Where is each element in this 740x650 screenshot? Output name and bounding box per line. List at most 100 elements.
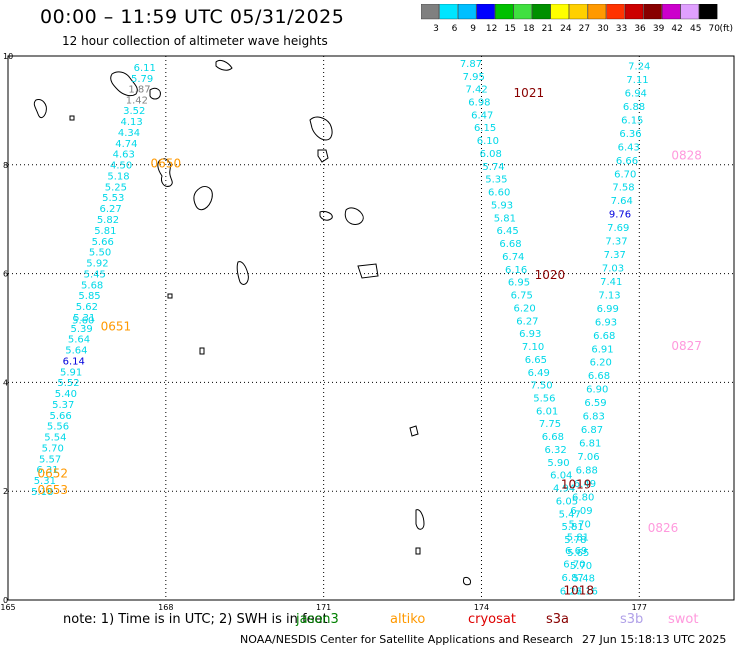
colorbar-swatch [661,4,681,20]
wave-height-label: 5.90 [547,458,569,469]
wave-height-label: 4.34 [118,128,140,139]
wave-height-label: 6.83 [583,412,605,423]
grid-lines [8,56,734,600]
wave-height-label: 4.94 [553,484,575,495]
island-outline [157,158,173,187]
colorbar-tick-label: 9 [470,24,476,34]
wave-height-label: 5.70 [570,561,592,572]
wave-height-label: 6.36 [619,129,641,140]
wave-height-label: 7.75 [539,419,561,430]
x-tick-label: 171 [316,603,331,612]
wave-height-label: 6.70 [563,560,585,571]
island-outline [317,149,329,163]
wave-height-label: 5.70 [569,519,591,530]
wave-height-label: 6.80 [572,492,594,503]
note-line: note: 1) Time is in UTC; 2) SWH is in fe… [0,612,740,630]
wave-height-labels: 6.115.791.871.423.524.134.344.744.634.50… [31,59,702,598]
wave-height-label: 6.81 [579,438,601,449]
wave-height-label: 6.16 [505,265,527,276]
y-tick-label: 0 [3,596,8,605]
colorbar-tick-label: 6 [452,24,458,34]
satellite-legend-cryosat: cryosat [468,612,516,627]
satellite-legend-s3b: s3b [620,612,644,627]
colorbar-swatch [457,4,477,20]
wave-height-label: 6.20 [590,358,612,369]
wave-height-label: 7.24 [628,62,650,73]
wave-height-label: 6.70 [614,169,636,180]
colorbar-tick-label: 36 [634,24,646,34]
wave-height-label: 6.09 [570,506,592,517]
island-outline [357,263,379,279]
wave-height-label: 7.06 [577,452,599,463]
y-tick-label: 2 [3,487,8,496]
colorbar-unit: (ft) [719,24,733,34]
wave-height-label: 7.03 [602,264,624,275]
pass-time-label: 1021 [514,86,545,100]
plot-frame [7,55,735,601]
wave-height-label: 5.56 [47,422,69,433]
island-outline [309,116,333,141]
colorbar-swatch [699,4,718,20]
pass-time-label: 1019 [561,477,592,491]
wave-height-label: 4.63 [113,150,135,161]
pass-time-label: 0827 [671,339,702,353]
wave-height-label: 5.31 [34,476,56,487]
x-tick-label: 168 [158,603,173,612]
pass-time-label: 1020 [535,268,566,282]
note-text: note: 1) Time is in UTC; 2) SWH is in fe… [63,612,328,627]
wave-height-label: 6.68 [593,331,615,342]
wave-height-label: 7.87 [460,59,482,70]
wave-height-label: 5.70 [42,443,64,454]
wave-height-label: 5.82 [97,215,119,226]
timestamp-text: 27 Jun 15:18:13 UTC 2025 [582,633,727,646]
wave-height-label: 6.93 [595,317,617,328]
chart-title: 00:00 – 11:59 UTC 05/31/2025 [40,6,345,28]
wave-height-label: 5.81 [567,533,589,544]
wave-height-label: 6.65 [525,355,547,366]
wave-height-map: 165 168 171 174 177 0 2 4 6 8 10 6.115.791.871.423… [0,52,735,612]
wave-height-label: 5.31 [73,313,95,324]
wave-height-label: 6.94 [625,89,647,100]
colorbar-swatch [550,4,570,20]
wave-height-label: 6.20 [513,303,535,314]
plot-border [7,55,735,601]
island-outline [319,211,333,221]
x-tick-label: 177 [632,603,647,612]
wave-height-label: 4.74 [115,139,137,150]
wave-height-label: 6.32 [545,445,567,456]
wave-height-label: 6.95 [508,278,530,289]
island-outline [409,425,419,437]
wave-height-label: 6.69 [565,546,587,557]
wave-height-label: 6.14 [63,356,85,367]
pass-time-label: 0652 [37,467,68,481]
wave-height-label: 6.60 [488,188,510,199]
wave-height-label: 5.52 [57,378,79,389]
wave-height-label: 5.35 [485,175,507,186]
wave-height-label: 5.54 [44,433,66,444]
wave-height-label: 6.45 [497,226,519,237]
wave-height-label: 5.57 [39,454,61,465]
island-outline [415,547,421,555]
colorbar-tick-label: 39 [653,24,665,34]
pass-time-label: 0650 [151,157,182,171]
satellite-legend-swot: swot [668,612,699,627]
wave-height-label: 5.48 [573,574,595,585]
wave-height-label: 7.95 [463,72,485,83]
colorbar-tick-label: 42 [671,24,682,34]
wave-height-label: 5.39 [71,324,93,335]
island-outline [415,509,425,530]
wave-height-label: 5.18 [31,487,53,498]
wave-height-label: 5.81 [561,522,583,533]
colorbar-swatch [439,4,458,20]
wave-height-label: 6.75 [511,291,533,302]
wave-height-label: 6.90 [586,385,608,396]
wave-height-label: 6.88 [623,102,645,113]
wave-height-label: 5.60 [72,316,94,327]
wave-height-label: 5.68 [81,280,103,291]
wave-height-label: 7.64 [611,196,633,207]
pass-time-label: 0651 [101,320,132,334]
colorbar-swatch [606,4,625,20]
colorbar-swatch [587,4,607,20]
wave-height-label: 6.16 [576,587,598,598]
wave-height-label: 6.27 [560,587,582,598]
